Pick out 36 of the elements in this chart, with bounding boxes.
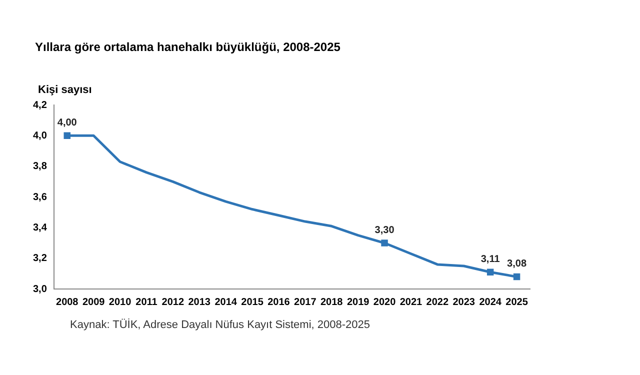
x-tick-label: 2012 xyxy=(162,296,184,308)
x-tick-label: 2018 xyxy=(320,296,344,308)
y-tick-label: 4,0 xyxy=(32,130,48,142)
x-tick-label: 2013 xyxy=(188,296,211,308)
y-tick-label: 3,4 xyxy=(32,222,48,234)
x-tick-label: 2016 xyxy=(268,296,290,308)
x-tick-label: 2020 xyxy=(373,296,396,308)
data-label: 4,00 xyxy=(57,117,78,128)
x-tick-label: 2017 xyxy=(294,296,317,308)
data-label: 3,08 xyxy=(507,258,527,270)
y-tick-label: 3,8 xyxy=(32,161,48,172)
x-tick-label: 2008 xyxy=(56,296,79,308)
x-tick-label: 2009 xyxy=(82,296,106,308)
x-tick-label: 2022 xyxy=(426,296,449,308)
point xyxy=(486,268,494,276)
x-tick-label: 2021 xyxy=(400,296,423,308)
y-tick-label: 3,6 xyxy=(32,192,48,203)
y-tick-label: 4,2 xyxy=(32,100,48,111)
chart-title: Yıllara göre ortalama hanehalkı büyüklüğü, 2008-2025 xyxy=(35,40,340,54)
x-tick-label: 2024 xyxy=(479,296,502,308)
x-tick-label: 2015 xyxy=(241,296,264,308)
y-axis-title: Kişi sayısı xyxy=(38,84,92,96)
y-tick-label: 3,2 xyxy=(32,253,48,264)
x-tick-label: 2025 xyxy=(506,296,528,308)
point xyxy=(513,273,520,280)
y-tick-label: 3,0 xyxy=(32,284,48,295)
x-tick-label: 2010 xyxy=(108,296,132,308)
x-tick-label: 2023 xyxy=(452,296,476,308)
x-tick-label: 2019 xyxy=(346,296,370,308)
text: Kaynak: TÜİK, Adrese Dayalı Nüfus Kayıt Sistemi, 2008-2025 xyxy=(70,319,370,331)
point xyxy=(381,240,388,246)
x-tick-label: 2011 xyxy=(136,296,158,308)
data-label: 3,11 xyxy=(480,254,500,265)
point xyxy=(64,132,70,140)
x-tick-label: 2014 xyxy=(214,296,238,308)
data-label: 3,30 xyxy=(374,224,395,236)
